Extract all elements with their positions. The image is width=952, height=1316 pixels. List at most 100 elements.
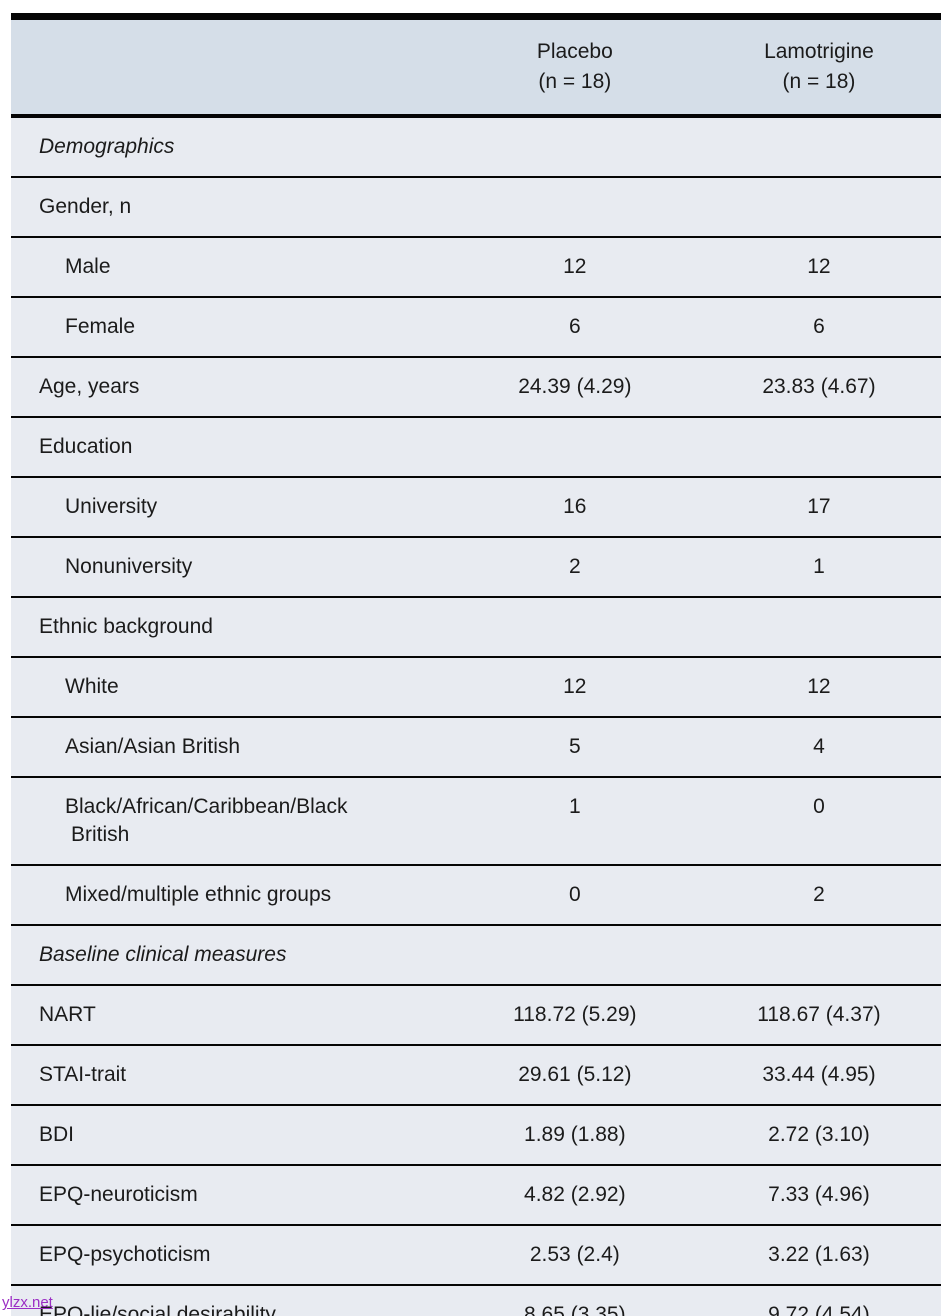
placebo-value — [453, 116, 697, 177]
lamotrigine-value: 33.44 (4.95) — [762, 1063, 876, 1086]
placebo-value: 2.53 (2.4) — [529, 1243, 620, 1266]
row-label: University — [11, 477, 453, 537]
lamotrigine-value — [697, 417, 941, 477]
row-label: Age, years — [11, 357, 453, 417]
table-row: EPQ-neuroticism 4.82 (2.92) 7.33 (4.96) — [11, 1165, 941, 1225]
table-body: Demographics Gender, n Male 12 12 Female… — [11, 116, 941, 1316]
lamotrigine-value — [697, 177, 941, 237]
placebo-value: 24.39 (4.29) — [518, 375, 632, 398]
table-row: Black/African/Caribbean/Black British 1 … — [11, 777, 941, 865]
placebo-value: 12 — [563, 675, 587, 698]
table-row: BDI 1.89 (1.88) 2.72 (3.10) — [11, 1105, 941, 1165]
row-label-text: Gender, n — [39, 195, 132, 218]
lamotrigine-value: 23.83 (4.67) — [762, 375, 876, 398]
table-row: Mixed/multiple ethnic groups 0 2 — [11, 865, 941, 925]
table-row: Ethnic background — [11, 597, 941, 657]
row-label: Demographics — [11, 116, 453, 177]
placebo-value: 118.72 (5.29) — [513, 1003, 637, 1026]
row-label-text: Male — [65, 255, 111, 278]
table-row: Female 6 6 — [11, 297, 941, 357]
placebo-value: 1.89 (1.88) — [524, 1123, 626, 1146]
lamotrigine-value: 9.72 (4.54) — [768, 1303, 870, 1316]
row-label: Male — [11, 237, 453, 297]
table-row: Gender, n — [11, 177, 941, 237]
table-row: Education — [11, 417, 941, 477]
row-label: White — [11, 657, 453, 717]
row-label: Education — [11, 417, 453, 477]
placebo-value: 16 — [563, 495, 587, 518]
row-label: EPQ-psychoticism — [11, 1225, 453, 1285]
lamotrigine-value: 6 — [813, 315, 825, 338]
row-label: Asian/Asian British — [11, 717, 453, 777]
placebo-value: 8.65 (3.35) — [524, 1303, 626, 1316]
table-row: Nonuniversity 2 1 — [11, 537, 941, 597]
table-row: Male 12 12 — [11, 237, 941, 297]
lamotrigine-value: 4 — [813, 735, 825, 758]
lamotrigine-column-label: Lamotrigine — [764, 40, 874, 63]
placebo-value — [453, 925, 697, 985]
row-label: Mixed/multiple ethnic groups — [11, 865, 453, 925]
row-label-text: BDI — [39, 1123, 75, 1146]
lamotrigine-value: 3.22 (1.63) — [768, 1243, 870, 1266]
row-label-text: Demographics — [39, 135, 175, 158]
row-label-text: Baseline clinical measures — [39, 943, 287, 966]
row-label-text: Age, years — [39, 375, 140, 398]
placebo-value: 4.82 (2.92) — [524, 1183, 626, 1206]
placebo-column-header: Placebo (n = 18) — [452, 16, 697, 116]
row-label-text: Mixed/multiple ethnic groups — [65, 883, 332, 906]
row-label: BDI — [11, 1105, 453, 1165]
table-row: Baseline clinical measures — [11, 925, 941, 985]
row-label-text: EPQ-psychoticism — [39, 1243, 211, 1266]
watermark-link[interactable]: ylzx.net — [2, 1294, 53, 1311]
placebo-value: 2 — [568, 555, 581, 578]
lamotrigine-value: 118.67 (4.37) — [757, 1003, 881, 1026]
row-label-text: University — [65, 495, 158, 518]
placebo-column-n: (n = 18) — [538, 70, 612, 93]
table-row: Asian/Asian British 5 4 — [11, 717, 941, 777]
baseline-characteristics-table: Placebo (n = 18) Lamotrigine (n = 18) De… — [11, 13, 941, 1316]
row-label-text: White — [65, 675, 119, 698]
row-label-text: STAI-trait — [39, 1063, 127, 1086]
corner-cell — [11, 16, 453, 116]
placebo-value: 1 — [568, 795, 581, 818]
placebo-column-label: Placebo — [536, 40, 613, 63]
table-row: White 12 12 — [11, 657, 941, 717]
row-label-text: NART — [39, 1003, 96, 1026]
placebo-value: 5 — [568, 735, 581, 758]
table-row: Demographics — [11, 116, 941, 177]
placebo-value: 29.61 (5.12) — [518, 1063, 632, 1086]
row-label-text: EPQ-lie/social desirability — [39, 1303, 276, 1316]
row-label-text: Education — [39, 435, 133, 458]
table-row: EPQ-psychoticism 2.53 (2.4) 3.22 (1.63) — [11, 1225, 941, 1285]
row-label: NART — [11, 985, 453, 1045]
table-row: STAI-trait 29.61 (5.12) 33.44 (4.95) — [11, 1045, 941, 1105]
table-row: NART 118.72 (5.29) 118.67 (4.37) — [11, 985, 941, 1045]
row-label-text: Female — [65, 315, 136, 338]
baseline-characteristics-table-wrap: Placebo (n = 18) Lamotrigine (n = 18) De… — [11, 13, 941, 1316]
row-label-text: EPQ-neuroticism — [39, 1183, 198, 1206]
row-label: Black/African/Caribbean/Black British — [11, 777, 453, 865]
lamotrigine-value: 12 — [807, 255, 831, 278]
placebo-value: 0 — [568, 883, 581, 906]
lamotrigine-value: 2.72 (3.10) — [768, 1123, 870, 1146]
table-row: Age, years 24.39 (4.29) 23.83 (4.67) — [11, 357, 941, 417]
lamotrigine-value — [697, 597, 941, 657]
row-label-text: Black/African/Caribbean/Black British — [65, 795, 348, 846]
lamotrigine-value — [697, 116, 941, 177]
lamotrigine-value: 1 — [813, 555, 825, 578]
row-label-text: Ethnic background — [39, 615, 213, 638]
lamotrigine-value: 0 — [813, 795, 825, 818]
lamotrigine-column-header: Lamotrigine (n = 18) — [696, 16, 941, 116]
row-label: Female — [11, 297, 453, 357]
lamotrigine-column-n: (n = 18) — [782, 70, 856, 93]
header-row: Placebo (n = 18) Lamotrigine (n = 18) — [11, 16, 941, 116]
lamotrigine-value: 17 — [807, 495, 831, 518]
placebo-value — [453, 417, 697, 477]
row-label: EPQ-lie/social desirability — [11, 1285, 453, 1316]
row-label: Nonuniversity — [11, 537, 453, 597]
table-row: EPQ-lie/social desirability 8.65 (3.35) … — [11, 1285, 941, 1316]
placebo-value: 12 — [563, 255, 587, 278]
row-label-text: Asian/Asian British — [65, 735, 241, 758]
row-label: Ethnic background — [11, 597, 453, 657]
